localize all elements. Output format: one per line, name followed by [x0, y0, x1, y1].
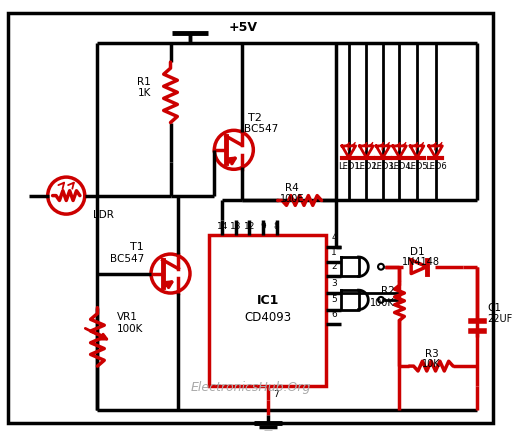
Text: D1: D1: [410, 247, 425, 257]
Text: LED4: LED4: [389, 162, 410, 171]
Bar: [210, 235, 326, 385]
Text: LDR: LDR: [93, 210, 114, 220]
Text: 4: 4: [332, 233, 337, 242]
Text: LED6: LED6: [425, 162, 446, 171]
Text: LED2: LED2: [356, 162, 377, 171]
Text: T1: T1: [131, 242, 144, 252]
Text: IC1: IC1: [257, 294, 279, 307]
Text: +5V: +5V: [229, 21, 258, 34]
Text: LED5: LED5: [406, 162, 428, 171]
Text: LED3: LED3: [372, 162, 394, 171]
Text: 100K: 100K: [117, 324, 143, 334]
Text: 9: 9: [260, 222, 266, 231]
Text: 100E: 100E: [280, 194, 305, 204]
Text: 5: 5: [332, 295, 337, 304]
Text: 14: 14: [216, 222, 228, 231]
Text: 12: 12: [244, 222, 255, 231]
Text: 13: 13: [230, 222, 242, 231]
Text: C1: C1: [487, 303, 501, 312]
Text: 1K: 1K: [138, 88, 151, 98]
Text: 1N4148: 1N4148: [402, 257, 440, 267]
Text: VR1: VR1: [117, 312, 138, 323]
Text: 7: 7: [273, 390, 279, 399]
Text: R3: R3: [425, 350, 438, 359]
Text: LED1: LED1: [338, 162, 360, 171]
Text: 3: 3: [332, 279, 337, 288]
Text: R2: R2: [381, 286, 395, 296]
Text: 2: 2: [332, 262, 337, 271]
Text: 1: 1: [332, 248, 337, 257]
Text: BC547: BC547: [244, 125, 278, 134]
Text: 100K: 100K: [370, 298, 395, 308]
Text: CD4093: CD4093: [244, 312, 291, 324]
Text: 10K: 10K: [423, 359, 441, 369]
Text: R1: R1: [137, 76, 151, 87]
Text: 6: 6: [332, 310, 337, 319]
Text: BC547: BC547: [110, 254, 144, 264]
Text: T2: T2: [248, 113, 262, 123]
Text: ElectronicsHub.Org: ElectronicsHub.Org: [190, 381, 310, 394]
Text: R4: R4: [285, 183, 299, 193]
Text: 8: 8: [274, 222, 280, 231]
Text: 22UF: 22UF: [487, 314, 512, 324]
